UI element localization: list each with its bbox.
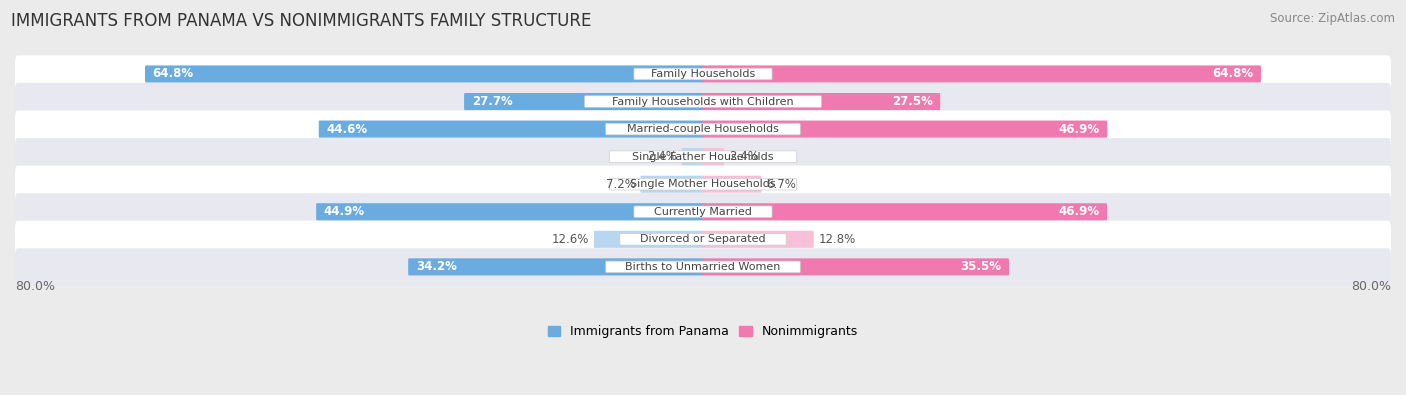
FancyBboxPatch shape [593,231,703,248]
Text: Births to Unmarried Women: Births to Unmarried Women [626,262,780,272]
Text: Source: ZipAtlas.com: Source: ZipAtlas.com [1270,12,1395,25]
FancyBboxPatch shape [408,258,703,275]
FancyBboxPatch shape [620,233,786,245]
Text: 34.2%: 34.2% [416,260,457,273]
FancyBboxPatch shape [640,176,703,193]
FancyBboxPatch shape [703,231,814,248]
Text: 12.8%: 12.8% [818,233,855,246]
FancyBboxPatch shape [703,176,761,193]
Text: 27.7%: 27.7% [471,95,512,108]
Text: 6.7%: 6.7% [766,178,796,191]
FancyBboxPatch shape [15,55,1391,92]
FancyBboxPatch shape [634,206,772,218]
FancyBboxPatch shape [609,151,797,162]
Text: 2.4%: 2.4% [728,150,759,163]
FancyBboxPatch shape [703,258,1010,275]
FancyBboxPatch shape [609,179,797,190]
FancyBboxPatch shape [585,96,821,107]
Text: 46.9%: 46.9% [1059,205,1099,218]
FancyBboxPatch shape [145,66,703,83]
FancyBboxPatch shape [606,123,800,135]
FancyBboxPatch shape [15,193,1391,230]
FancyBboxPatch shape [606,261,800,273]
Text: Family Households: Family Households [651,69,755,79]
Text: Family Households with Children: Family Households with Children [612,96,794,107]
Text: 64.8%: 64.8% [1212,68,1253,81]
FancyBboxPatch shape [15,221,1391,258]
Text: Married-couple Households: Married-couple Households [627,124,779,134]
Text: 35.5%: 35.5% [960,260,1001,273]
Text: 7.2%: 7.2% [606,178,636,191]
FancyBboxPatch shape [634,68,772,80]
FancyBboxPatch shape [682,148,703,165]
FancyBboxPatch shape [319,120,703,137]
Text: Single Father Households: Single Father Households [633,152,773,162]
FancyBboxPatch shape [703,203,1107,220]
Text: Currently Married: Currently Married [654,207,752,217]
FancyBboxPatch shape [703,93,941,110]
FancyBboxPatch shape [464,93,703,110]
Text: 46.9%: 46.9% [1059,122,1099,135]
Text: 80.0%: 80.0% [15,280,55,293]
Text: 12.6%: 12.6% [553,233,589,246]
Text: 27.5%: 27.5% [891,95,932,108]
Text: 2.4%: 2.4% [647,150,678,163]
FancyBboxPatch shape [15,83,1391,120]
Text: IMMIGRANTS FROM PANAMA VS NONIMMIGRANTS FAMILY STRUCTURE: IMMIGRANTS FROM PANAMA VS NONIMMIGRANTS … [11,12,592,30]
FancyBboxPatch shape [15,138,1391,175]
FancyBboxPatch shape [703,120,1107,137]
Text: 80.0%: 80.0% [1351,280,1391,293]
FancyBboxPatch shape [316,203,703,220]
FancyBboxPatch shape [15,248,1391,286]
FancyBboxPatch shape [703,148,724,165]
FancyBboxPatch shape [15,111,1391,148]
Text: 44.9%: 44.9% [323,205,366,218]
FancyBboxPatch shape [703,66,1261,83]
Text: 64.8%: 64.8% [153,68,194,81]
FancyBboxPatch shape [15,166,1391,203]
Text: Divorced or Separated: Divorced or Separated [640,234,766,245]
Text: Single Mother Households: Single Mother Households [630,179,776,189]
Legend: Immigrants from Panama, Nonimmigrants: Immigrants from Panama, Nonimmigrants [548,325,858,339]
Text: 44.6%: 44.6% [326,122,367,135]
